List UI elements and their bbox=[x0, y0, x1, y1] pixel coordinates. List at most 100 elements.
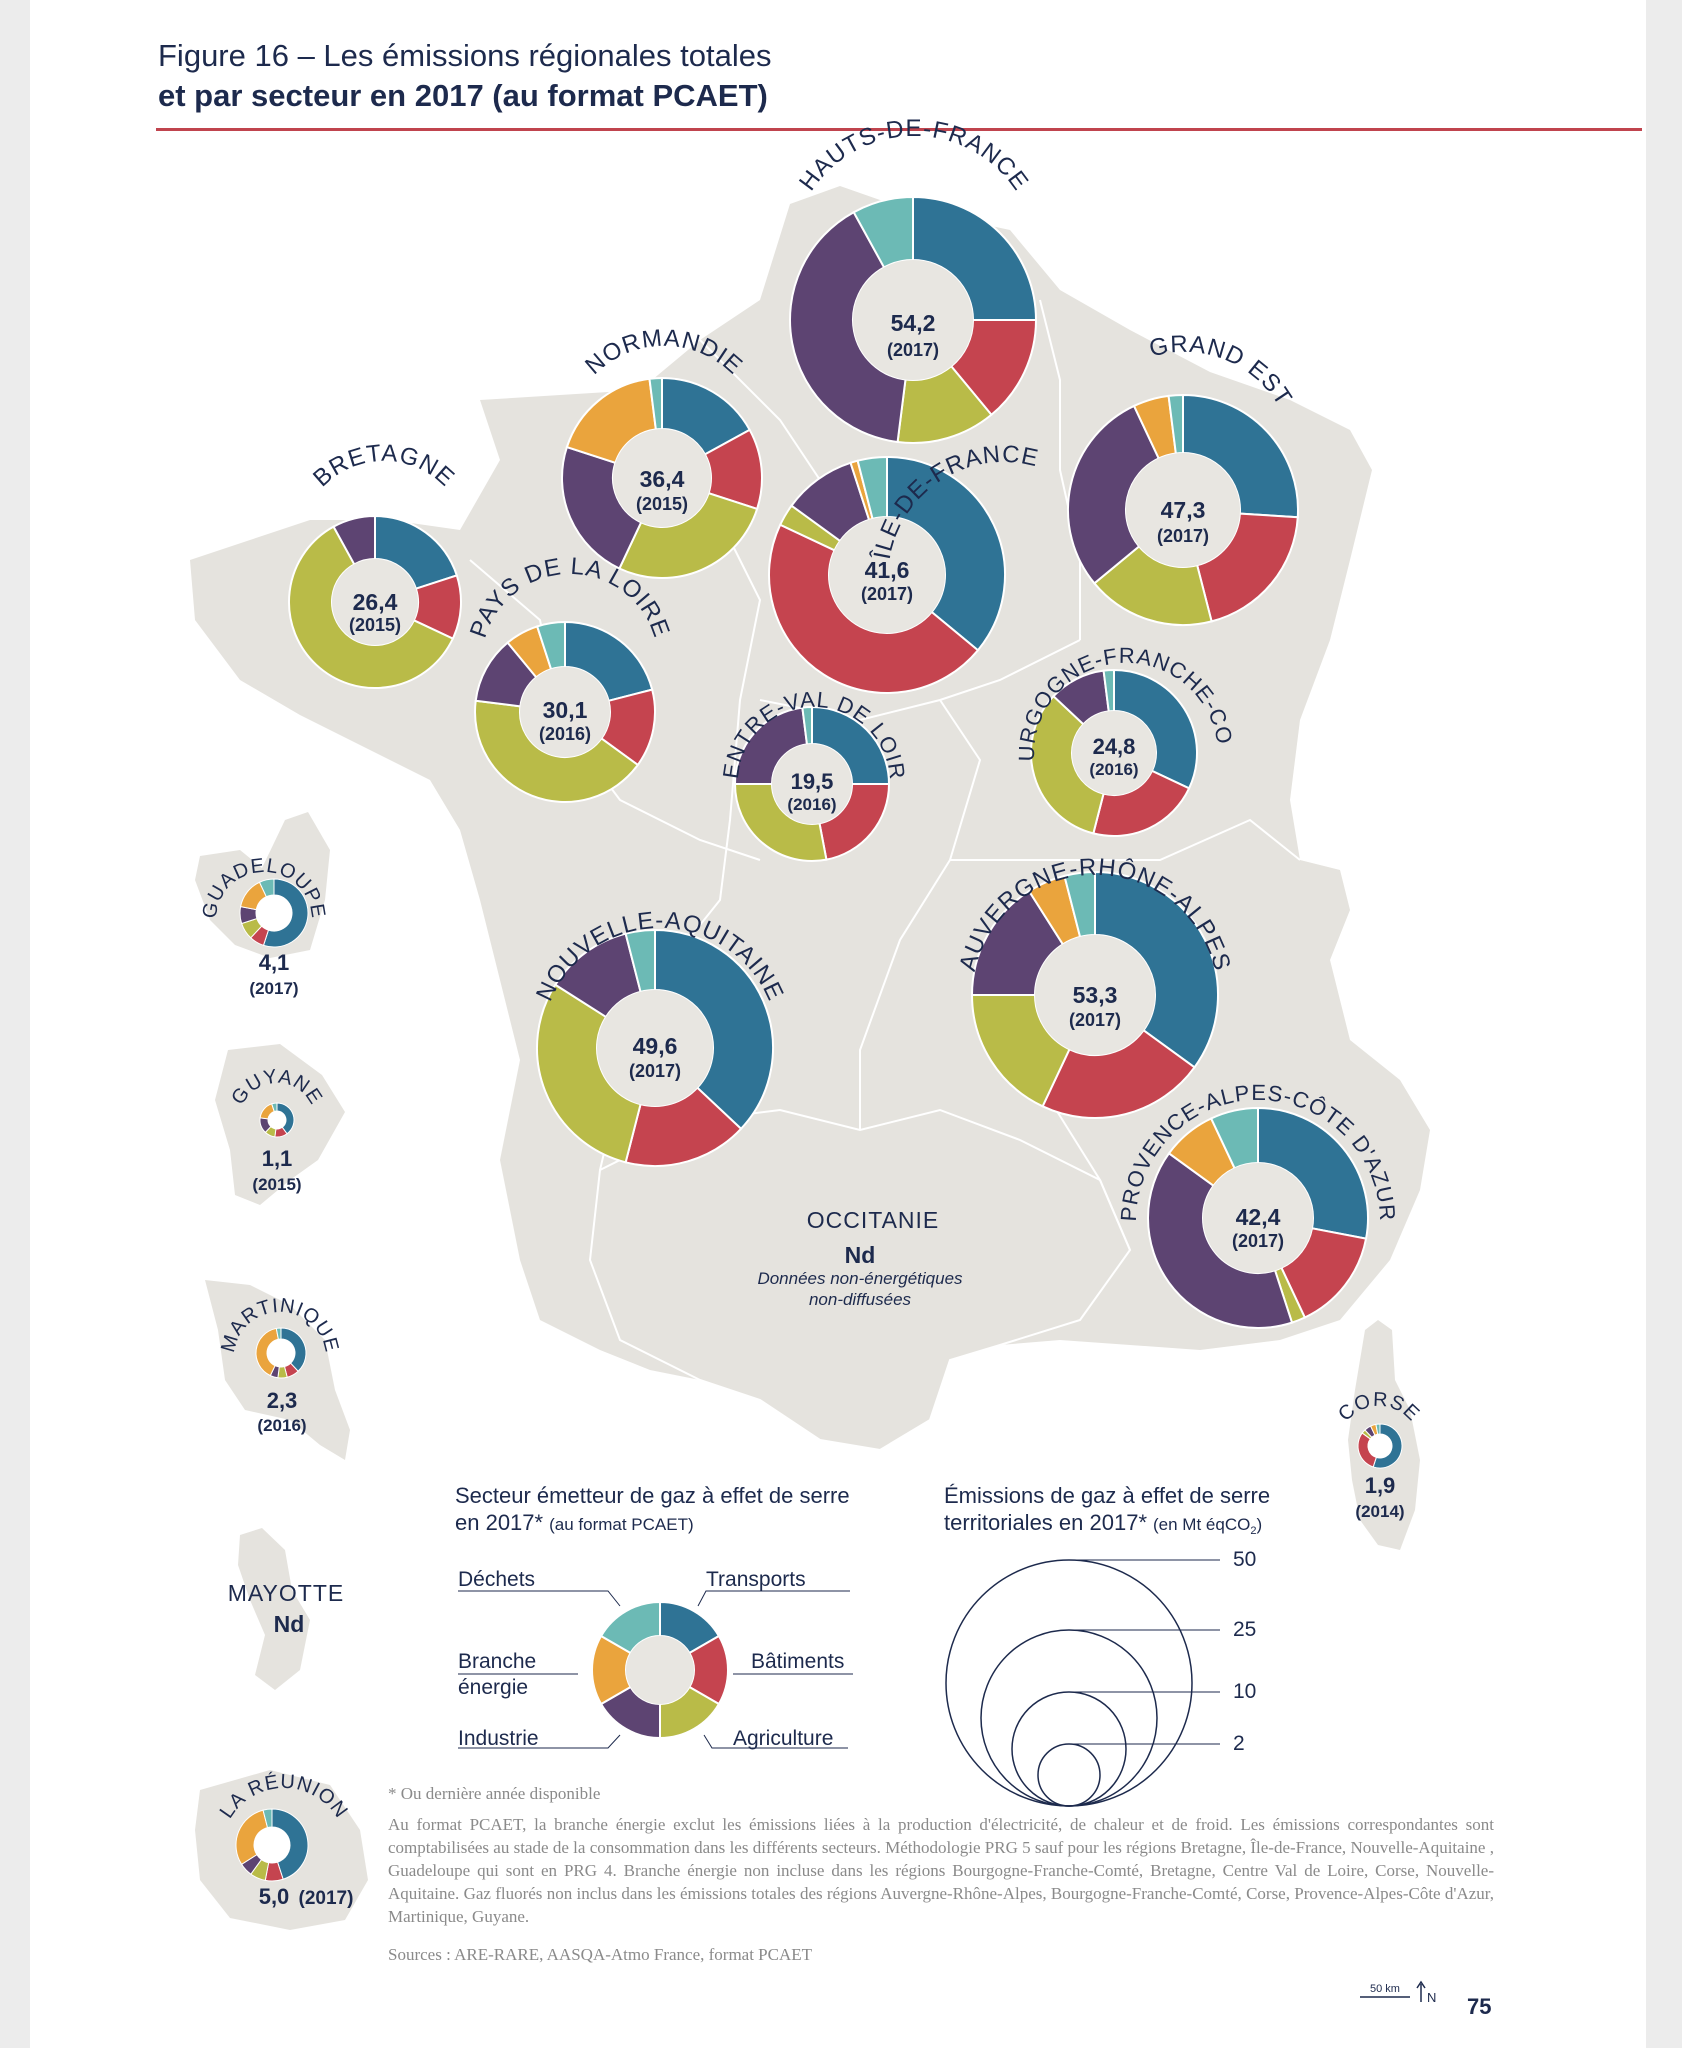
year-normandie: (2015) bbox=[636, 494, 688, 514]
donut-martinique bbox=[255, 1327, 307, 1379]
donut-hauts-de-france-hole bbox=[853, 260, 973, 380]
donut-auvergne-rhone-alpes-hole bbox=[1035, 935, 1155, 1055]
value-centre-val-de-loire: 19,5 bbox=[791, 769, 834, 794]
legend-label-industrie: Industrie bbox=[458, 1727, 539, 1750]
legend-donut bbox=[591, 1600, 729, 1740]
year-auvergne-rhone-alpes: (2017) bbox=[1069, 1010, 1121, 1030]
donut-pays-de-la-loire-hole bbox=[520, 667, 610, 757]
value-paca: 42,4 bbox=[1236, 1204, 1281, 1230]
legend-donut-hole bbox=[626, 1636, 694, 1704]
donut-ile-de-france bbox=[768, 455, 1006, 694]
donut-nouvelle-aquitaine bbox=[536, 928, 775, 1167]
legend-label-batiments: Bâtiments bbox=[751, 1650, 844, 1673]
sources: Sources : ARE-RARE, AASQA-Atmo France, f… bbox=[388, 1945, 813, 1964]
mayotte-shape bbox=[238, 1528, 310, 1690]
donut-corse-hole bbox=[1368, 1434, 1392, 1458]
value-auvergne-rhone-alpes: 53,3 bbox=[1073, 982, 1118, 1008]
sector-legend: Secteur émetteur de gaz à effet de serre… bbox=[455, 1483, 853, 1750]
year-guyane: (2015) bbox=[252, 1175, 301, 1194]
year-bourgogne-franche-comte: (2016) bbox=[1089, 760, 1138, 779]
scale-label: 50 km bbox=[1370, 1983, 1400, 1995]
value-labels: 54,2 (2017) 36,4 (2015) 47,3 (2017) 26,4… bbox=[249, 310, 1404, 1909]
footnote-body: Au format PCAET, la branche énergie excl… bbox=[388, 1815, 1494, 1926]
nd-labels: OCCITANIE Nd Données non-énergétiques no… bbox=[228, 1207, 963, 1637]
value-hauts-de-france: 54,2 bbox=[891, 310, 936, 336]
donut-normandie-hole bbox=[613, 429, 711, 527]
legend-label-transports: Transports bbox=[706, 1568, 806, 1591]
donut-la-reunion-hole bbox=[254, 1827, 290, 1863]
size-circle-50 bbox=[945, 1559, 1193, 1807]
figure-title: Figure 16 – Les émissions régionales tot… bbox=[158, 38, 772, 73]
year-grand-est: (2017) bbox=[1157, 526, 1209, 546]
size-legend: Émissions de gaz à effet de serre territ… bbox=[944, 1483, 1270, 1807]
donut-bretagne-hole bbox=[332, 559, 418, 645]
note-occitanie-wrap: Données non-énergétiques non-diffusées bbox=[757, 1269, 963, 1309]
donut-centre-val-de-loire bbox=[733, 705, 891, 862]
year-pays-de-la-loire: (2016) bbox=[539, 724, 591, 744]
donut-la-reunion bbox=[235, 1808, 309, 1882]
label-occitanie: OCCITANIE bbox=[807, 1207, 940, 1233]
size-circles bbox=[945, 1559, 1193, 1807]
value-bretagne: 26,4 bbox=[353, 589, 398, 615]
year-ile-de-france: (2017) bbox=[861, 584, 913, 604]
year-bretagne: (2015) bbox=[349, 615, 401, 635]
sector-legend-title-2: en 2017* (au format PCAET) bbox=[455, 1510, 694, 1535]
value-bourgogne-franche-comte: 24,8 bbox=[1093, 734, 1136, 759]
donut-bourgogne-franche-comte-hole bbox=[1072, 711, 1156, 795]
value-occitanie: Nd bbox=[845, 1242, 876, 1268]
donut-guyane bbox=[259, 1102, 295, 1138]
year-nouvelle-aquitaine: (2017) bbox=[629, 1061, 681, 1081]
donut-guadeloupe bbox=[239, 878, 309, 948]
donut-bourgogne-franche-comte bbox=[1030, 668, 1198, 837]
size-leader-lines bbox=[1069, 1559, 1220, 1745]
size-value-2: 2 bbox=[1233, 1732, 1245, 1755]
legend-label-branche-1: Branche bbox=[458, 1650, 536, 1673]
donut-provence-alpes-cote-d-azur-hole bbox=[1203, 1163, 1313, 1273]
label-hauts-de-france: HAUTS-DE-FRANCE bbox=[794, 115, 1034, 196]
donut-grand-est bbox=[1067, 393, 1299, 626]
size-value-50: 50 bbox=[1233, 1548, 1256, 1571]
donut-martinique-hole bbox=[267, 1339, 295, 1367]
year-guadeloupe: (2017) bbox=[249, 979, 298, 998]
legend-label-agriculture: Agriculture bbox=[733, 1727, 833, 1750]
donut-guadeloupe-hole bbox=[256, 895, 292, 931]
size-circle-25 bbox=[980, 1629, 1158, 1807]
value-normandie: 36,4 bbox=[640, 466, 685, 492]
value-mayotte: Nd bbox=[274, 1611, 305, 1637]
donut-hauts-de-france bbox=[789, 195, 1038, 444]
scale-bar: 50 km N bbox=[1360, 1980, 1436, 2005]
donut-normandie-slice-agriculture bbox=[618, 491, 759, 579]
donut-normandie bbox=[561, 376, 763, 579]
year-corse: (2014) bbox=[1355, 1502, 1404, 1521]
donut-auvergne-rhone-alpes bbox=[970, 870, 1219, 1119]
value-la-reunion: 5,0 bbox=[259, 1884, 290, 1909]
legend-label-dechets: Déchets bbox=[458, 1568, 535, 1591]
page-number: 75 bbox=[1467, 1994, 1492, 2019]
value-grand-est: 47,3 bbox=[1161, 497, 1206, 523]
size-value-25: 25 bbox=[1233, 1618, 1256, 1641]
size-value-10: 10 bbox=[1233, 1680, 1256, 1703]
footnote-asterisk: * Ou dernière année disponible bbox=[388, 1784, 601, 1803]
donut-guyane-hole bbox=[268, 1111, 286, 1129]
year-paca: (2017) bbox=[1232, 1231, 1284, 1251]
footnote: * Ou dernière année disponible Au format… bbox=[388, 1782, 1494, 1936]
year-la-reunion: (2017) bbox=[299, 1888, 354, 1909]
sector-legend-title-1: Secteur émetteur de gaz à effet de serre bbox=[455, 1483, 850, 1508]
donut-bretagne bbox=[288, 514, 462, 689]
donut-corse bbox=[1357, 1423, 1403, 1469]
size-legend-title-2: territoriales en 2017* (en Mt éqCO2) bbox=[944, 1510, 1262, 1537]
value-guadeloupe: 4,1 bbox=[259, 950, 290, 975]
north-arrow-head bbox=[1416, 1980, 1426, 1989]
label-mayotte: MAYOTTE bbox=[228, 1580, 344, 1606]
region-donuts bbox=[235, 195, 1403, 1882]
value-guyane: 1,1 bbox=[262, 1146, 293, 1171]
label-bretagne: BRETAGNE bbox=[308, 440, 460, 492]
value-nouvelle-aquitaine: 49,6 bbox=[633, 1033, 678, 1059]
year-martinique: (2016) bbox=[257, 1416, 306, 1435]
donut-centre-val-de-loire-hole bbox=[772, 744, 852, 824]
overseas-shapes bbox=[195, 812, 1420, 1930]
donut-nouvelle-aquitaine-hole bbox=[597, 990, 713, 1106]
note-occitanie: Données non-énergétiques non-diffusées bbox=[757, 1269, 963, 1309]
size-legend-title-1: Émissions de gaz à effet de serre bbox=[944, 1483, 1270, 1508]
